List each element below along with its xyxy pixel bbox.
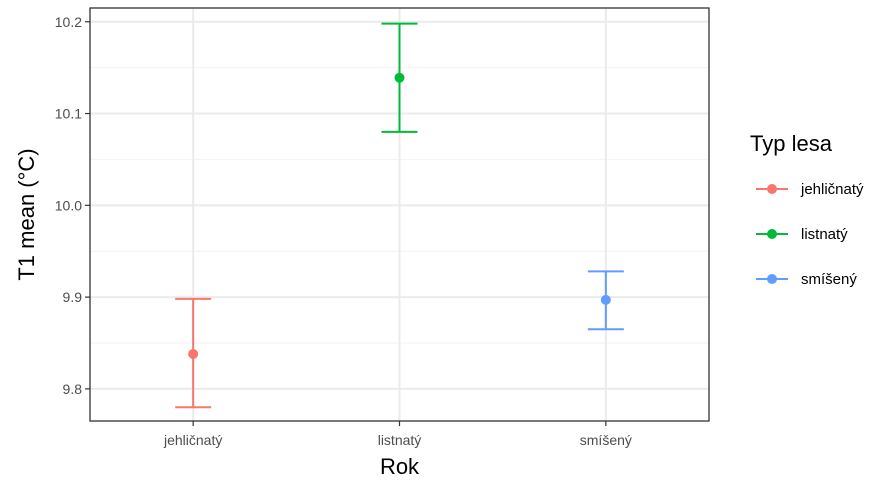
x-tick-label: smíšený [580, 432, 632, 448]
y-tick-label: 9.8 [63, 381, 83, 397]
x-axis-title: Rok [380, 454, 420, 479]
legend-label: listnatý [801, 226, 848, 243]
x-tick-label: jehličnatý [163, 432, 222, 448]
legend-key-point [767, 184, 777, 194]
y-tick-label: 10.2 [55, 14, 82, 30]
mean-point [394, 72, 405, 83]
mean-point [600, 294, 611, 305]
legend-label: jehličnatý [800, 181, 864, 198]
y-tick-label: 10.0 [55, 197, 82, 213]
ticks-layer: 9.8 9.9 10.0 10.1 10.2 jehličnatý listnatý smíš… [55, 14, 632, 448]
legend-title: Typ lesa [750, 131, 833, 156]
y-tick-label: 10.1 [55, 106, 82, 122]
legend: Typ lesa jehličnatý listnatý smíšený [750, 131, 864, 288]
legend-key-point [767, 274, 777, 284]
x-tick-label: listnatý [378, 432, 422, 448]
marks-layer [175, 22, 624, 409]
y-axis-title: T1 mean (°C) [14, 148, 39, 280]
legend-label: smíšený [801, 271, 857, 288]
legend-key-point [767, 229, 777, 239]
mean-point [188, 349, 199, 360]
y-tick-label: 9.9 [63, 289, 83, 305]
